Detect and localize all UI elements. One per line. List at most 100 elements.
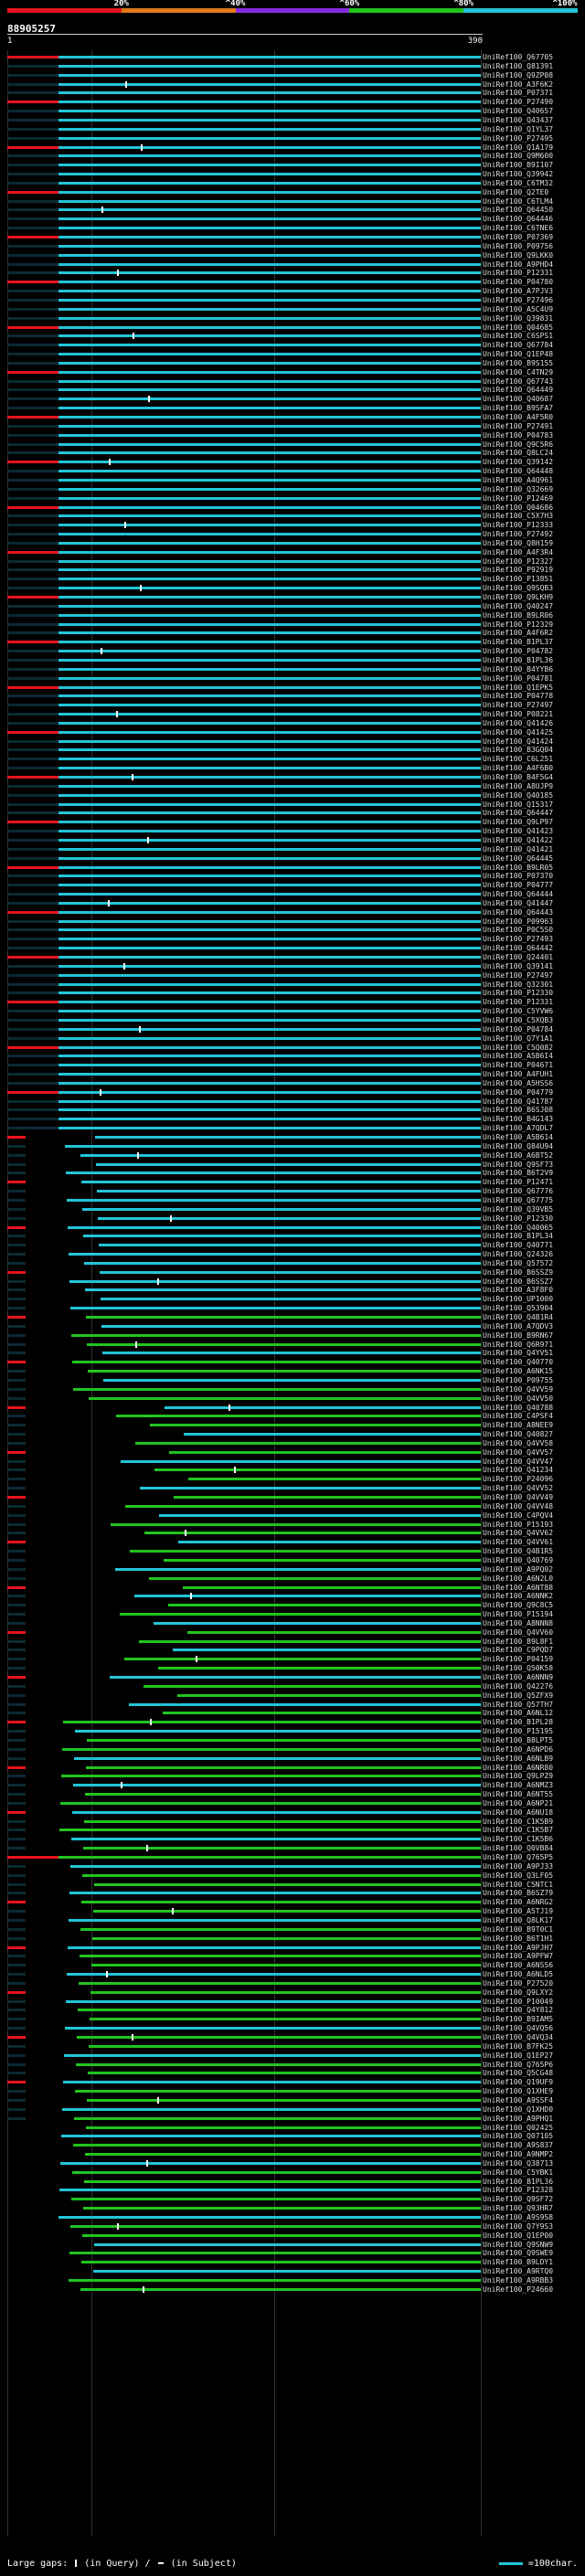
hit-row[interactable]: UniRef100_Q4B1R5 bbox=[0, 1547, 585, 1556]
hit-accession-label[interactable]: UniRef100_A5B614 bbox=[483, 1133, 554, 1141]
hit-accession-label[interactable]: UniRef100_Q67705 bbox=[483, 53, 554, 61]
hit-row[interactable]: UniRef100_Q41422 bbox=[0, 836, 585, 845]
hit-row[interactable]: UniRef100_A9PJ33 bbox=[0, 1862, 585, 1871]
hit-accession-label[interactable]: UniRef100_Q40771 bbox=[483, 1241, 554, 1250]
hit-accession-label[interactable]: UniRef100_Q41424 bbox=[483, 737, 554, 746]
hit-row[interactable]: UniRef100_Q39831 bbox=[0, 314, 585, 323]
hit-accession-label[interactable]: UniRef100_Q41425 bbox=[483, 727, 554, 737]
hit-row[interactable]: UniRef100_A8NNN8 bbox=[0, 1619, 585, 1628]
hit-accession-label[interactable]: UniRef100_P09756 bbox=[483, 241, 554, 250]
hit-row[interactable]: UniRef100_A6NLB9 bbox=[0, 1754, 585, 1764]
hit-row[interactable]: UniRef100_Q64450 bbox=[0, 206, 585, 215]
hit-row[interactable]: UniRef100_Q2TE0 bbox=[0, 188, 585, 197]
hit-accession-label[interactable]: UniRef100_P09755 bbox=[483, 1375, 554, 1384]
hit-row[interactable]: UniRef100_P27497 bbox=[0, 971, 585, 981]
hit-row[interactable]: UniRef100_P12327 bbox=[0, 557, 585, 567]
hit-accession-label[interactable]: UniRef100_Q7Y9S3 bbox=[483, 2221, 554, 2231]
hit-row[interactable]: UniRef100_C5YBK1 bbox=[0, 2168, 585, 2178]
hit-row[interactable]: UniRef100_A6NP21 bbox=[0, 1799, 585, 1808]
hit-accession-label[interactable]: UniRef100_A8NEE9 bbox=[483, 1421, 554, 1430]
hit-row[interactable]: UniRef100_Q3LF05 bbox=[0, 1871, 585, 1881]
hit-accession-label[interactable]: UniRef100_Q4VV47 bbox=[483, 1457, 554, 1466]
hit-row[interactable]: UniRef100_Q4YV51 bbox=[0, 1349, 585, 1358]
hit-row[interactable]: UniRef100_P27497 bbox=[0, 701, 585, 710]
hit-accession-label[interactable]: UniRef100_P13851 bbox=[483, 575, 554, 584]
hit-accession-label[interactable]: UniRef100_P24660 bbox=[483, 2284, 554, 2294]
hit-row[interactable]: UniRef100_Q53904 bbox=[0, 1304, 585, 1313]
hit-row[interactable]: UniRef100_A9PQ02 bbox=[0, 1565, 585, 1574]
hit-row[interactable]: UniRef100_Q6R971 bbox=[0, 1341, 585, 1350]
hit-row[interactable]: UniRef100_Q9SQB3 bbox=[0, 584, 585, 593]
hit-accession-label[interactable]: UniRef100_A4FUH1 bbox=[483, 1070, 554, 1079]
hit-row[interactable]: UniRef100_P27492 bbox=[0, 530, 585, 539]
hit-accession-label[interactable]: UniRef100_Q43437 bbox=[483, 115, 554, 124]
hit-row[interactable]: UniRef100_A7QDL7 bbox=[0, 1124, 585, 1133]
hit-row[interactable]: UniRef100_C4TN29 bbox=[0, 368, 585, 377]
hit-accession-label[interactable]: UniRef100_Q41234 bbox=[483, 1466, 554, 1475]
hit-row[interactable]: UniRef100_Q4VV52 bbox=[0, 1484, 585, 1493]
hit-accession-label[interactable]: UniRef100_Q0VB84 bbox=[483, 1844, 554, 1853]
hit-row[interactable]: UniRef100_Q40247 bbox=[0, 602, 585, 611]
hit-accession-label[interactable]: UniRef100_B9SFA7 bbox=[483, 404, 554, 413]
hit-accession-label[interactable]: UniRef100_P15195 bbox=[483, 1727, 554, 1736]
hit-accession-label[interactable]: UniRef100_A4F6B0 bbox=[483, 764, 554, 773]
hit-row[interactable]: UniRef100_P27495 bbox=[0, 134, 585, 143]
hit-row[interactable]: UniRef100_Q765P6 bbox=[0, 2061, 585, 2070]
hit-row[interactable]: UniRef100_P04778 bbox=[0, 692, 585, 701]
hit-accession-label[interactable]: UniRef100_Q41447 bbox=[483, 898, 554, 907]
hit-row[interactable]: UniRef100_P04779 bbox=[0, 1088, 585, 1097]
hit-accession-label[interactable]: UniRef100_Q40185 bbox=[483, 790, 554, 800]
hit-accession-label[interactable]: UniRef100_Q40687 bbox=[483, 395, 554, 404]
hit-row[interactable]: UniRef100_A9NMP2 bbox=[0, 2150, 585, 2159]
hit-row[interactable]: UniRef100_Q39942 bbox=[0, 170, 585, 179]
hit-accession-label[interactable]: UniRef100_P10049 bbox=[483, 1997, 554, 2006]
hit-accession-label[interactable]: UniRef100_A7PJV3 bbox=[483, 287, 554, 296]
hit-accession-label[interactable]: UniRef100_Q4VV48 bbox=[483, 1501, 554, 1511]
hit-row[interactable]: UniRef100_Q9SWE9 bbox=[0, 2249, 585, 2258]
hit-row[interactable]: UniRef100_A5C4U9 bbox=[0, 305, 585, 314]
hit-row[interactable]: UniRef100_A5HSS6 bbox=[0, 1079, 585, 1088]
hit-row[interactable]: UniRef100_Q9SNW9 bbox=[0, 2241, 585, 2250]
hit-row[interactable]: UniRef100_A6NU18 bbox=[0, 1808, 585, 1818]
hit-row[interactable]: UniRef100_Q57572 bbox=[0, 1259, 585, 1268]
hit-accession-label[interactable]: UniRef100_P27497 bbox=[483, 701, 554, 710]
hit-accession-label[interactable]: UniRef100_A4F5R0 bbox=[483, 413, 554, 421]
hit-accession-label[interactable]: UniRef100_C5NTC1 bbox=[483, 1880, 554, 1889]
hit-accession-label[interactable]: UniRef100_Q02425 bbox=[483, 2123, 554, 2132]
hit-accession-label[interactable]: UniRef100_Q67743 bbox=[483, 376, 554, 386]
hit-row[interactable]: UniRef100_Q9LXY2 bbox=[0, 1988, 585, 1998]
hit-accession-label[interactable]: UniRef100_C6SPS1 bbox=[483, 332, 554, 341]
hit-row[interactable]: UniRef100_P12330 bbox=[0, 989, 585, 998]
hit-row[interactable]: UniRef100_A9PJH7 bbox=[0, 1944, 585, 1953]
hit-accession-label[interactable]: UniRef100_P27520 bbox=[483, 1978, 554, 1988]
hit-accession-label[interactable]: UniRef100_A6NLB9 bbox=[483, 1754, 554, 1763]
hit-row[interactable]: UniRef100_B6SJ08 bbox=[0, 1106, 585, 1115]
hit-row[interactable]: UniRef100_P09963 bbox=[0, 917, 585, 927]
hit-row[interactable]: UniRef100_Q39141 bbox=[0, 962, 585, 971]
hit-row[interactable]: UniRef100_Q04685 bbox=[0, 323, 585, 333]
hit-accession-label[interactable]: UniRef100_Q40769 bbox=[483, 1555, 554, 1564]
hit-row[interactable]: UniRef100_P12329 bbox=[0, 620, 585, 630]
hit-accession-label[interactable]: UniRef100_P12327 bbox=[483, 557, 554, 566]
hit-accession-label[interactable]: UniRef100_C1K5B7 bbox=[483, 1826, 554, 1835]
hit-row[interactable]: UniRef100_B1PL36 bbox=[0, 2178, 585, 2187]
hit-row[interactable]: UniRef100_Q40771 bbox=[0, 1241, 585, 1250]
hit-row[interactable]: UniRef100_A8NEE9 bbox=[0, 1421, 585, 1430]
hit-accession-label[interactable]: UniRef100_Q7Y1A1 bbox=[483, 1034, 554, 1043]
hit-row[interactable]: UniRef100_Q67743 bbox=[0, 377, 585, 387]
hit-row[interactable]: UniRef100_C6TM32 bbox=[0, 179, 585, 188]
hit-row[interactable]: UniRef100_P13851 bbox=[0, 575, 585, 584]
hit-accession-label[interactable]: UniRef100_B9S155 bbox=[483, 358, 554, 367]
hit-accession-label[interactable]: UniRef100_Q9SNW9 bbox=[483, 2240, 554, 2249]
hit-row[interactable]: UniRef100_P04781 bbox=[0, 674, 585, 684]
hit-row[interactable]: UniRef100_B7FK25 bbox=[0, 2042, 585, 2051]
hit-row[interactable]: UniRef100_Q64447 bbox=[0, 809, 585, 818]
hit-accession-label[interactable]: UniRef100_Q24401 bbox=[483, 953, 554, 961]
hit-accession-label[interactable]: UniRef100_P12330 bbox=[483, 989, 554, 998]
hit-row[interactable]: UniRef100_Q15317 bbox=[0, 800, 585, 810]
hit-accession-label[interactable]: UniRef100_Q07105 bbox=[483, 2132, 554, 2141]
hit-row[interactable]: UniRef100_B6SSZ9 bbox=[0, 1268, 585, 1277]
hit-row[interactable]: UniRef100_C1K5B7 bbox=[0, 1826, 585, 1835]
hit-accession-label[interactable]: UniRef100_Q39VB5 bbox=[483, 1204, 554, 1214]
hit-row[interactable]: UniRef100_P12328 bbox=[0, 2186, 585, 2195]
